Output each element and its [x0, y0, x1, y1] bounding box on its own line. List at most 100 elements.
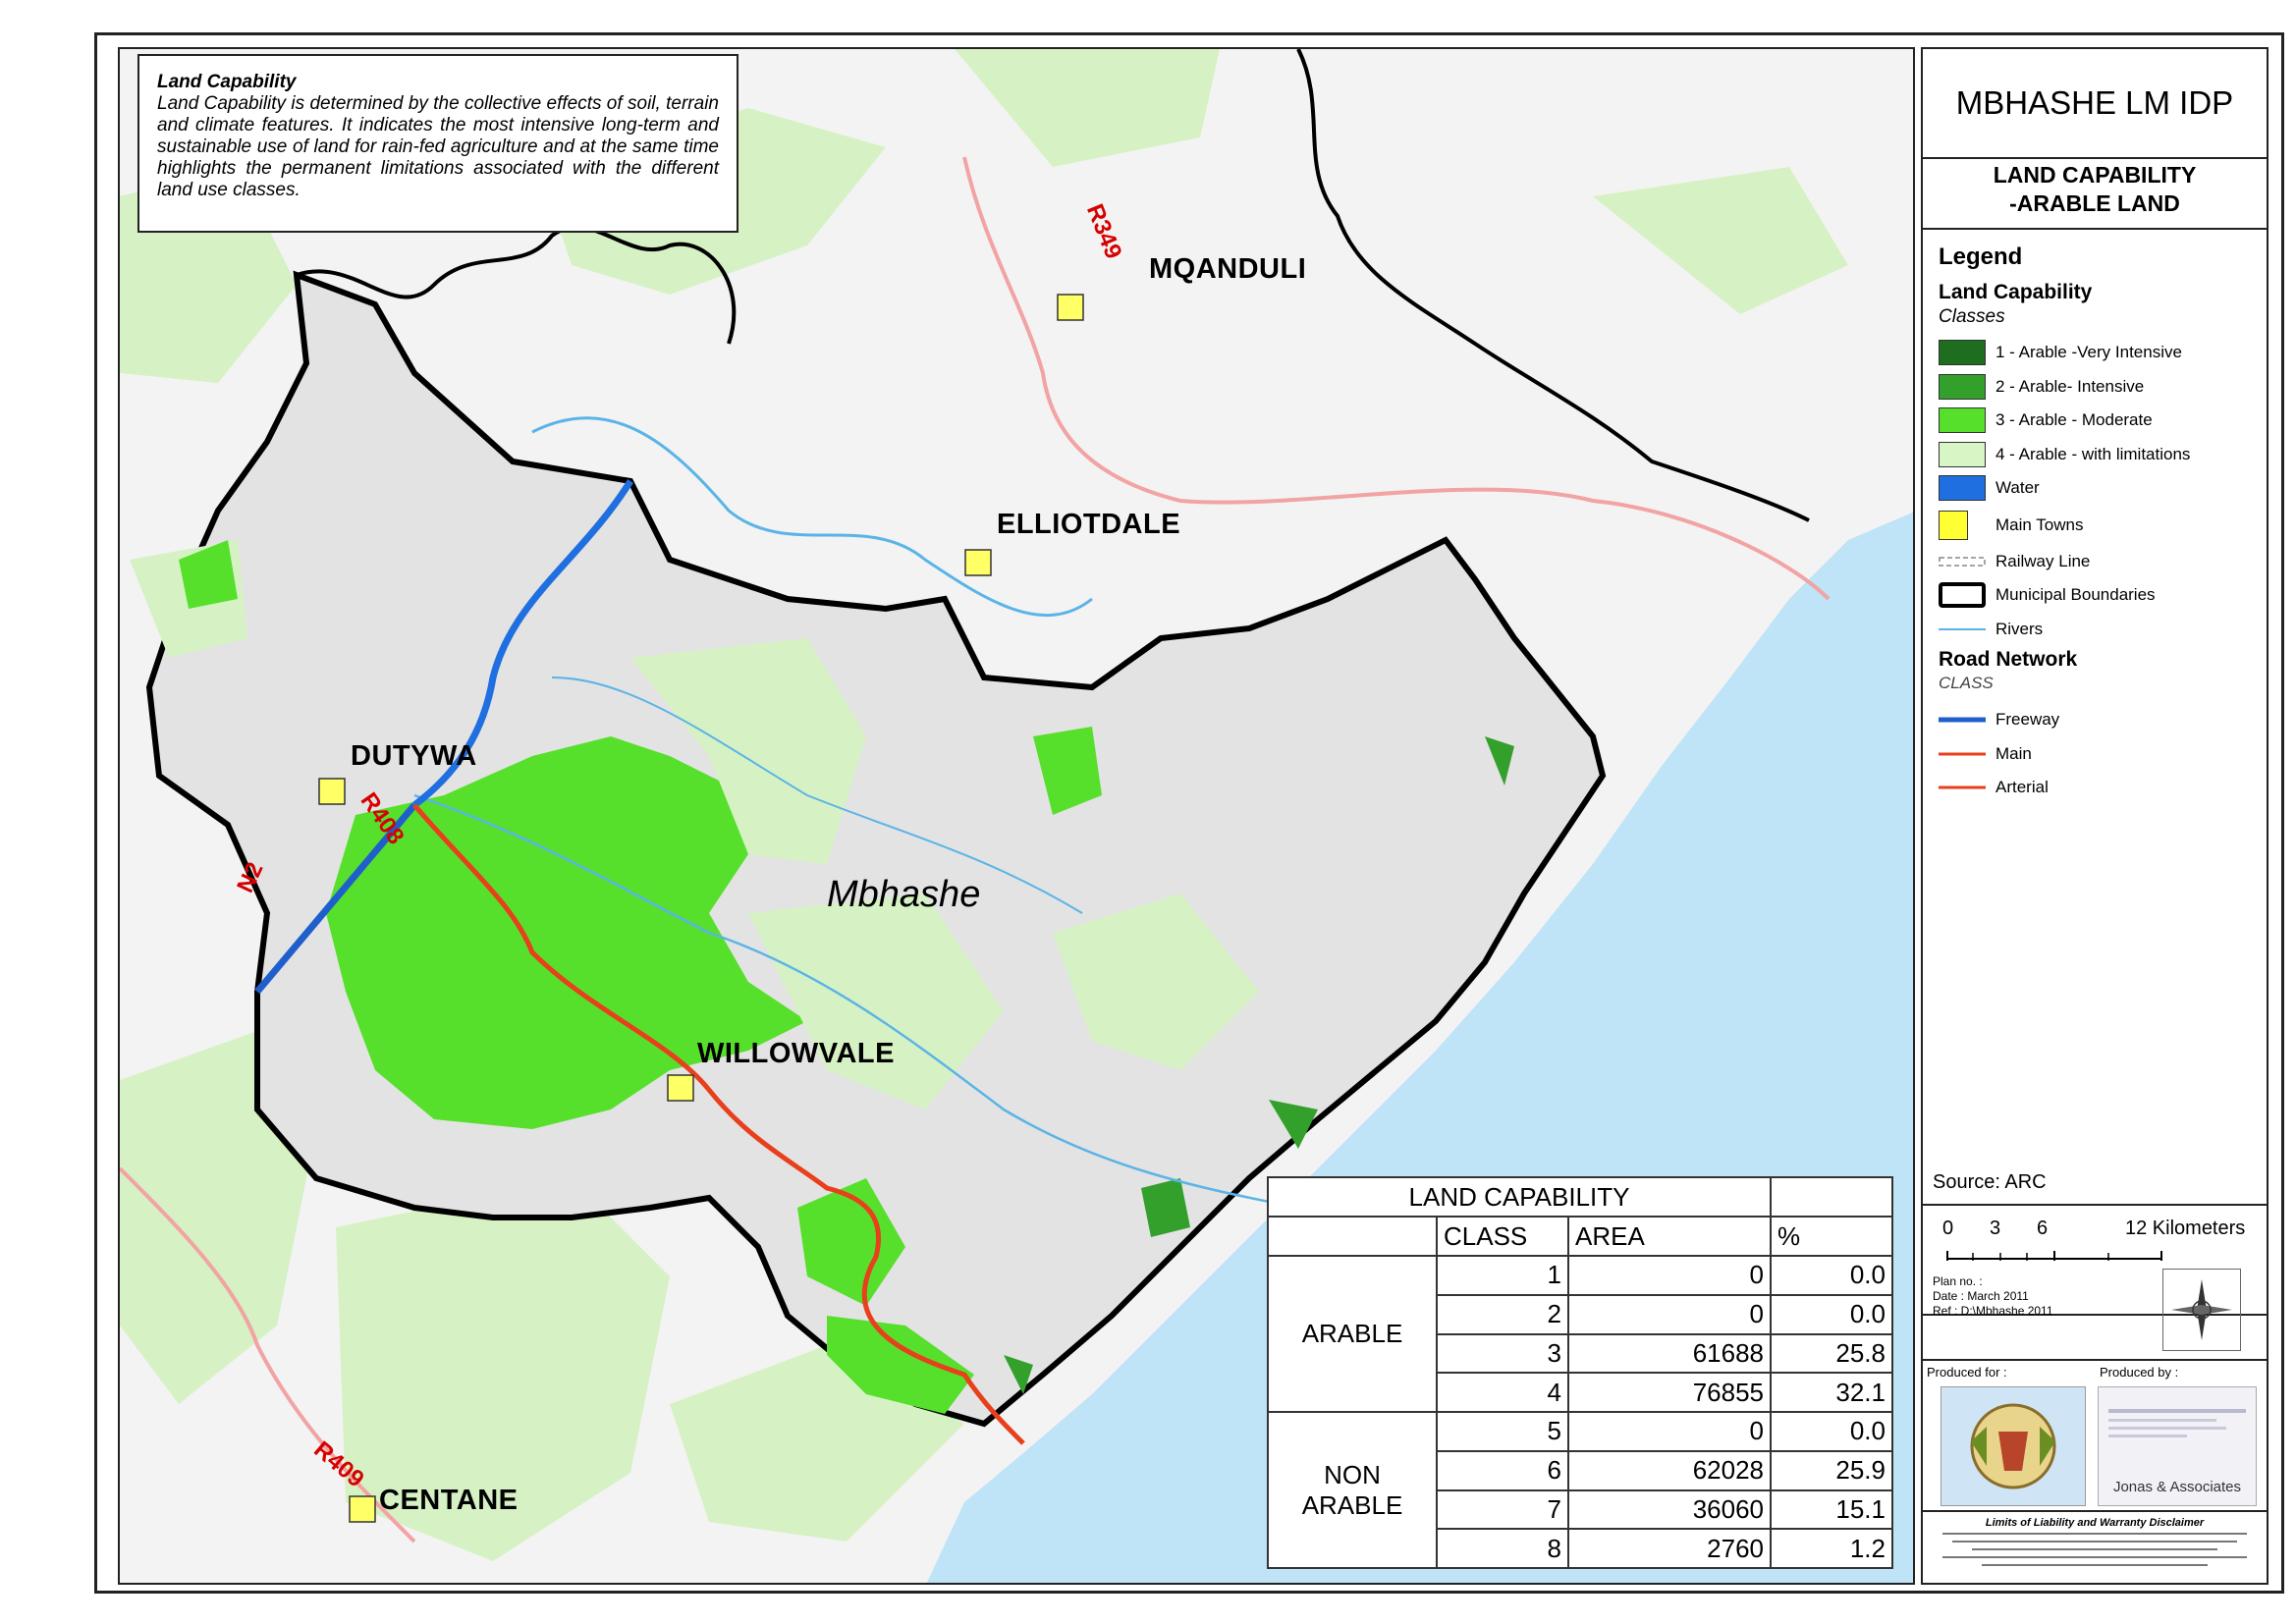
- map-subtitle-line-2: -ARABLE LAND: [2009, 190, 2180, 216]
- railway-line-icon: [1939, 557, 1986, 567]
- side-panel: MBHASHE LM IDP LAND CAPABILITY -ARABLE L…: [1921, 47, 2269, 1585]
- table-group-arable: ARABLE: [1267, 1255, 1438, 1413]
- town-label-willowvale: WILLOWVALE: [697, 1038, 895, 1069]
- plan-date: Date : March 2011: [1933, 1289, 2029, 1303]
- table-header-area: AREA: [1567, 1216, 1772, 1257]
- legend-class-label: CLASS: [1939, 674, 1994, 692]
- table-row: NON ARABLE 5 0 0.0: [1267, 1411, 1893, 1569]
- town-label-centane: CENTANE: [379, 1485, 519, 1516]
- disclaimer-title: Limits of Liability and Warranty Disclai…: [1985, 1517, 2205, 1529]
- legend-classes-label: Classes: [1939, 306, 2005, 327]
- legend-label: Water: [1995, 478, 2040, 498]
- plan-number: Plan no. :: [1933, 1274, 1983, 1288]
- table-row: 7 36060 15.1: [1268, 1489, 1893, 1531]
- legend-item: Freeway: [1939, 703, 2263, 737]
- legend-item: 2 - Arable- Intensive: [1939, 370, 2263, 405]
- legend-label: Arterial: [1995, 778, 2049, 797]
- legend-swatch-water: [1939, 475, 1986, 502]
- legend-swatch-class-4: [1939, 441, 1986, 467]
- scale-tick-3: 3: [1990, 1218, 2001, 1239]
- legend-label: 3 - Arable - Moderate: [1995, 410, 2153, 430]
- town-label-elliotdale: ELLIOTDALE: [997, 509, 1181, 540]
- table-header-empty: [1267, 1216, 1438, 1257]
- legend-heading: Legend: [1939, 244, 2023, 270]
- table-cell-percent: 25.8: [1770, 1332, 1893, 1375]
- table-row: ARABLE 1 0 0.0: [1267, 1255, 1893, 1413]
- scale-tick-0: 0: [1942, 1218, 1954, 1239]
- table-cell-percent: 1.2: [1770, 1528, 1893, 1569]
- legend-item: 1 - Arable -Very Intensive: [1939, 336, 2263, 370]
- legend-label: Main: [1995, 743, 2032, 763]
- table-cell-percent: 15.1: [1770, 1489, 1893, 1531]
- legend: Legend Land Capability Classes 1 - Arabl…: [1939, 244, 2263, 805]
- source-note: Source: ARC: [1933, 1171, 2047, 1193]
- producers-section: Produced for : Produced by : Jonas & Ass…: [1923, 1359, 2267, 1512]
- table-cell-area: 36060: [1567, 1489, 1772, 1531]
- scale-bar: 0 3 6 12 Kilometers: [1923, 1204, 2267, 1316]
- legend-road-network-heading: Road Network: [1939, 648, 2078, 671]
- table-cell-percent: 25.9: [1770, 1449, 1893, 1491]
- scale-bar-graphic: [1946, 1251, 2162, 1261]
- table-cell-class: 4: [1436, 1372, 1569, 1413]
- table-cell-area: 0: [1567, 1255, 1772, 1296]
- producer-name: Jonas & Associates: [2112, 1479, 2242, 1495]
- freeway-line-icon: [1939, 717, 1986, 723]
- north-arrow-icon: [2162, 1269, 2241, 1351]
- legend-item: Rivers: [1939, 613, 2263, 647]
- table-cell-area: 76855: [1567, 1372, 1772, 1413]
- map-subtitle: LAND CAPABILITY -ARABLE LAND: [1923, 157, 2267, 230]
- legend-label: Rivers: [1995, 619, 2044, 638]
- producer-logo: Jonas & Associates: [2098, 1386, 2257, 1506]
- table-cell-percent: 0.0: [1770, 1255, 1893, 1296]
- table-row: 4 76855 32.1: [1268, 1372, 1893, 1413]
- table-cell-class: 5: [1436, 1411, 1569, 1452]
- table-group-non-arable: NON ARABLE: [1267, 1411, 1438, 1569]
- table-cell-area: 61688: [1567, 1332, 1772, 1375]
- table-cell-area: 2760: [1567, 1528, 1772, 1569]
- legend-item: Municipal Boundaries: [1939, 578, 2263, 613]
- table-cell-class: 2: [1436, 1293, 1569, 1335]
- legend-swatch-main-towns: [1939, 510, 1968, 540]
- disclaimer-fine-print: [1942, 1533, 2247, 1566]
- table-row: 3 61688 25.8: [1268, 1332, 1893, 1375]
- legend-item: Water: [1939, 471, 2263, 506]
- legend-item: Railway Line: [1939, 545, 2263, 579]
- legend-item: Main: [1939, 737, 2263, 772]
- town-label-dutywa: DUTYWA: [351, 740, 477, 772]
- table-cell-class: 8: [1436, 1528, 1569, 1569]
- legend-label: 4 - Arable - with limitations: [1995, 444, 2191, 463]
- table-cell-area: 62028: [1567, 1449, 1772, 1491]
- note-title: Land Capability: [157, 72, 297, 92]
- table-title: LAND CAPABILITY: [1267, 1176, 1772, 1218]
- legend-swatch-class-1: [1939, 340, 1986, 366]
- table-row: 6 62028 25.9: [1268, 1449, 1893, 1491]
- legend-swatch-class-3: [1939, 407, 1986, 434]
- scale-tick-6: 6: [2037, 1218, 2049, 1239]
- area-label-mbhashe: Mbhashe: [827, 874, 981, 915]
- river-line-icon: [1939, 627, 1986, 630]
- map-title: MBHASHE LM IDP: [1923, 49, 2267, 159]
- table-cell-percent: 0.0: [1770, 1411, 1893, 1452]
- legend-label: Freeway: [1995, 710, 2060, 730]
- legend-item: Arterial: [1939, 771, 2263, 805]
- town-label-mqanduli: MQANDULI: [1149, 253, 1307, 285]
- legend-item: 3 - Arable - Moderate: [1939, 404, 2263, 438]
- legend-label: Railway Line: [1995, 551, 2091, 570]
- legend-label: 1 - Arable -Very Intensive: [1995, 343, 2182, 362]
- municipality-crest-logo: [1941, 1386, 2086, 1506]
- table-row: 2 0 0.0: [1268, 1293, 1893, 1335]
- produced-for-label: Produced for :: [1927, 1365, 2007, 1380]
- table-row: 8 2760 1.2: [1268, 1528, 1893, 1569]
- legend-swatch-class-2: [1939, 373, 1986, 400]
- map-subtitle-line-1: LAND CAPABILITY: [1993, 162, 2197, 188]
- table-cell-percent: 32.1: [1770, 1372, 1893, 1413]
- note-body: Land Capability is determined by the col…: [157, 93, 719, 200]
- legend-label: 2 - Arable- Intensive: [1995, 376, 2145, 396]
- table-header-percent: %: [1770, 1216, 1893, 1257]
- legend-label: Municipal Boundaries: [1995, 585, 2156, 605]
- disclaimer: Limits of Liability and Warranty Disclai…: [1929, 1518, 2261, 1575]
- legend-swatch-municipal-boundaries: [1939, 582, 1986, 609]
- table-cell-percent: 0.0: [1770, 1293, 1893, 1335]
- scale-tick-12: 12 Kilometers: [2125, 1218, 2246, 1239]
- land-capability-table: LAND CAPABILITY CLASS AREA % ARABLE 1 0 …: [1267, 1176, 1893, 1569]
